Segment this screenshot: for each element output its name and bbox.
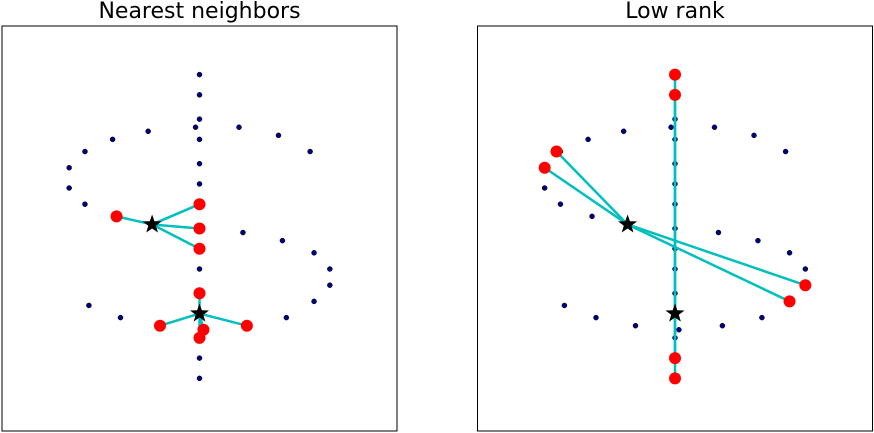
point [109, 136, 116, 143]
point [589, 213, 595, 220]
point [557, 201, 564, 207]
point [632, 322, 639, 329]
point [196, 136, 203, 143]
point [66, 185, 72, 191]
neighbor-point [193, 198, 206, 211]
point [593, 314, 599, 321]
point [117, 314, 124, 321]
edge [151, 223, 201, 250]
point [279, 237, 286, 244]
point [236, 124, 242, 130]
point [196, 266, 203, 272]
point [196, 92, 203, 98]
point [327, 266, 333, 272]
neighbor-point [193, 287, 206, 300]
neighbor-point [669, 372, 681, 385]
point [786, 250, 793, 256]
plot-frame [477, 25, 873, 432]
neighbor-point [783, 295, 796, 308]
query-star [142, 214, 162, 233]
point [711, 124, 718, 130]
neighbor-point [669, 68, 681, 81]
neighbor-point [669, 88, 681, 101]
neighbor-point [550, 145, 563, 158]
query-star [665, 303, 685, 322]
point [82, 148, 88, 155]
edge [151, 203, 200, 226]
point [719, 322, 726, 329]
neighbor-point [193, 331, 206, 344]
point [196, 375, 203, 382]
point [145, 128, 151, 135]
neighbor-point [154, 319, 166, 332]
point [196, 116, 203, 122]
point [283, 314, 290, 321]
neighbor-point [193, 222, 206, 235]
point [66, 165, 72, 171]
edge [627, 223, 791, 303]
point [311, 298, 317, 305]
point [782, 148, 789, 155]
point [541, 185, 548, 191]
point [196, 71, 203, 78]
point [802, 266, 809, 272]
query-star [189, 303, 210, 322]
point [327, 282, 333, 288]
chart-title: Low rank [625, 0, 725, 24]
point [668, 124, 674, 130]
point [311, 250, 317, 256]
point [307, 148, 313, 155]
neighbor-point [669, 352, 681, 365]
point [759, 314, 765, 321]
query-star [618, 214, 638, 233]
point [715, 229, 722, 236]
point [192, 124, 199, 130]
edge [159, 312, 200, 327]
neighbor-point [193, 242, 206, 255]
edge [627, 223, 806, 287]
point [86, 302, 92, 309]
point [561, 302, 568, 309]
point [196, 181, 203, 187]
edge [555, 150, 629, 226]
point [676, 327, 682, 333]
neighbor-point [799, 279, 812, 292]
point [275, 132, 282, 139]
neighbor-point [240, 319, 253, 332]
point [240, 229, 246, 236]
edge [543, 166, 629, 226]
point [82, 201, 88, 207]
point [585, 136, 591, 143]
point [751, 132, 757, 139]
chart-title: Nearest neighbors [98, 0, 300, 24]
neighbor-point [538, 161, 551, 174]
point [196, 355, 203, 361]
edge [151, 223, 200, 230]
point [196, 160, 203, 167]
plot-frame [1, 25, 398, 432]
point [755, 237, 761, 244]
neighbor-point [110, 210, 123, 223]
point [620, 128, 627, 135]
edge [199, 312, 248, 327]
